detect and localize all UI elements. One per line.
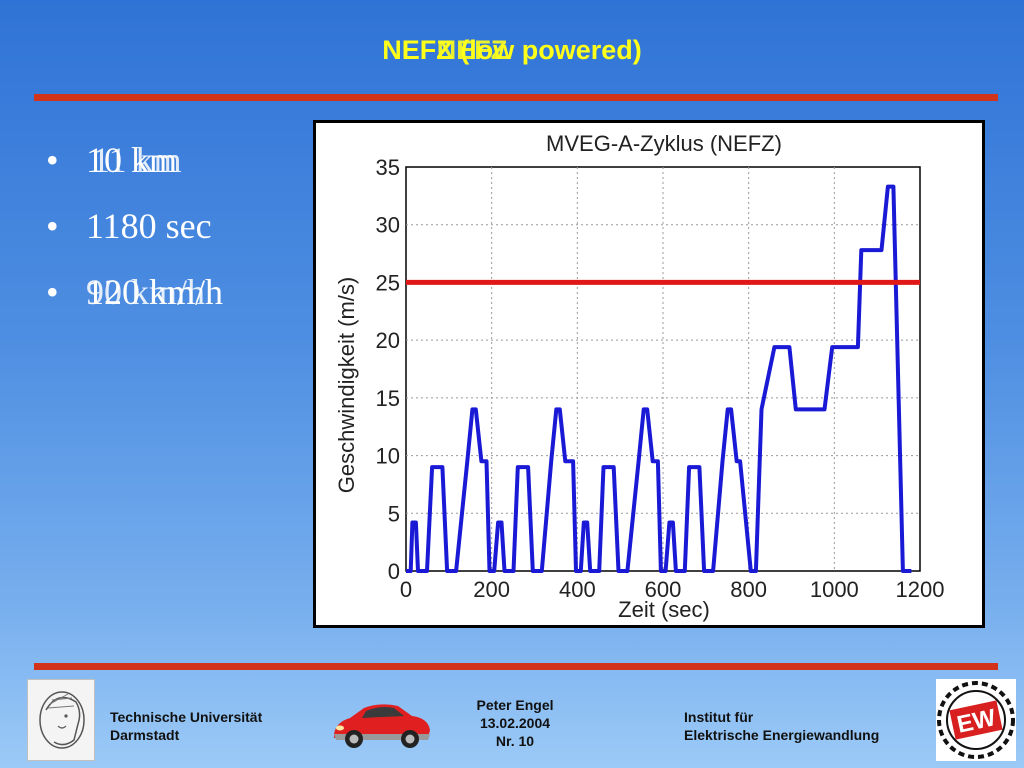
institute-line-1: Institut für [684,709,754,725]
x-tick-label: 1000 [810,577,859,602]
footer: Technische Universität Darmstadt Peter E… [0,670,1024,768]
bullet-text-overlay: 11 km [92,140,182,180]
page-number: Nr. 10 [495,733,535,749]
y-tick-label: 0 [388,559,400,584]
bullet-text: 1180 sec [86,206,212,246]
bullet-item: • 10 km 11 km [46,138,306,204]
y-tick-label: 10 [376,444,400,469]
y-tick-label: 35 [376,155,400,180]
speed-chart: MVEG-A-Zyklus (NEFZ) Zeit (sec) Geschwin… [313,120,985,628]
chart-title: MVEG-A-Zyklus (NEFZ) [546,131,782,156]
bottom-divider [34,663,998,670]
university-name: Technische Universität Darmstadt [110,708,262,744]
bullet-dot: • [46,206,59,246]
slide-title: NEFZ (low powered) [382,35,642,65]
car-icon [334,704,430,748]
slide-title-overlay: NEFZ [436,35,508,65]
university-line-1: Technische Universität [110,709,263,725]
y-tick-label: 20 [376,328,400,353]
chart-grid [405,166,921,572]
x-tick-label: 800 [730,577,767,602]
university-logo [27,679,95,761]
chart-svg: MVEG-A-Zyklus (NEFZ) Zeit (sec) Geschwin… [334,131,945,622]
athena-head-icon [39,691,85,749]
bullet-item: • 1180 sec [46,204,306,270]
x-tick-label: 0 [400,577,412,602]
institute-line-2: Elektrische Energiewandlung [684,727,880,743]
y-tick-label: 30 [376,213,400,238]
chart-ticks: 0 200 400 600 800 1000 1200 0 5 10 15 20 25 30 35 [376,155,945,602]
bullet-text: 10 km [86,140,178,180]
bullet-text: 120 km/h [86,272,224,312]
x-tick-label: 1200 [896,577,945,602]
author: Peter Engel [476,697,554,713]
bullet-dot: • [46,140,59,180]
top-divider [34,94,998,101]
y-tick-label: 25 [376,270,400,295]
institute-name: Institut für Elektrische Energiewandlung [684,708,879,744]
x-tick-label: 600 [645,577,682,602]
y-tick-label: 5 [388,501,400,526]
bullet-item: • 120 km/h 90 km/h [46,270,306,336]
x-tick-label: 200 [473,577,510,602]
slide-title-area: NEFZ (low powered) NEFZ [0,30,1024,74]
chart-series [406,184,920,573]
speed-series-line [406,184,912,573]
chart-x-axis-label: Zeit (sec) [618,597,710,622]
institute-logo: EW [936,679,1016,761]
university-line-2: Darmstadt [110,727,180,743]
bullet-list: • 10 km 11 km • 1180 sec • 120 km/h 90 k… [46,138,306,336]
bullet-dot: • [46,272,59,312]
bullet-text-overlay: 90 km/h [86,272,206,312]
date: 13.02.2004 [479,715,551,731]
presentation-info: Peter Engel 13.02.2004 Nr. 10 [450,696,580,750]
x-tick-label: 400 [559,577,596,602]
chart-y-axis-label: Geschwindigkeit (m/s) [334,277,359,493]
y-tick-label: 15 [376,386,400,411]
ew-gear-logo: EW [937,681,1015,759]
